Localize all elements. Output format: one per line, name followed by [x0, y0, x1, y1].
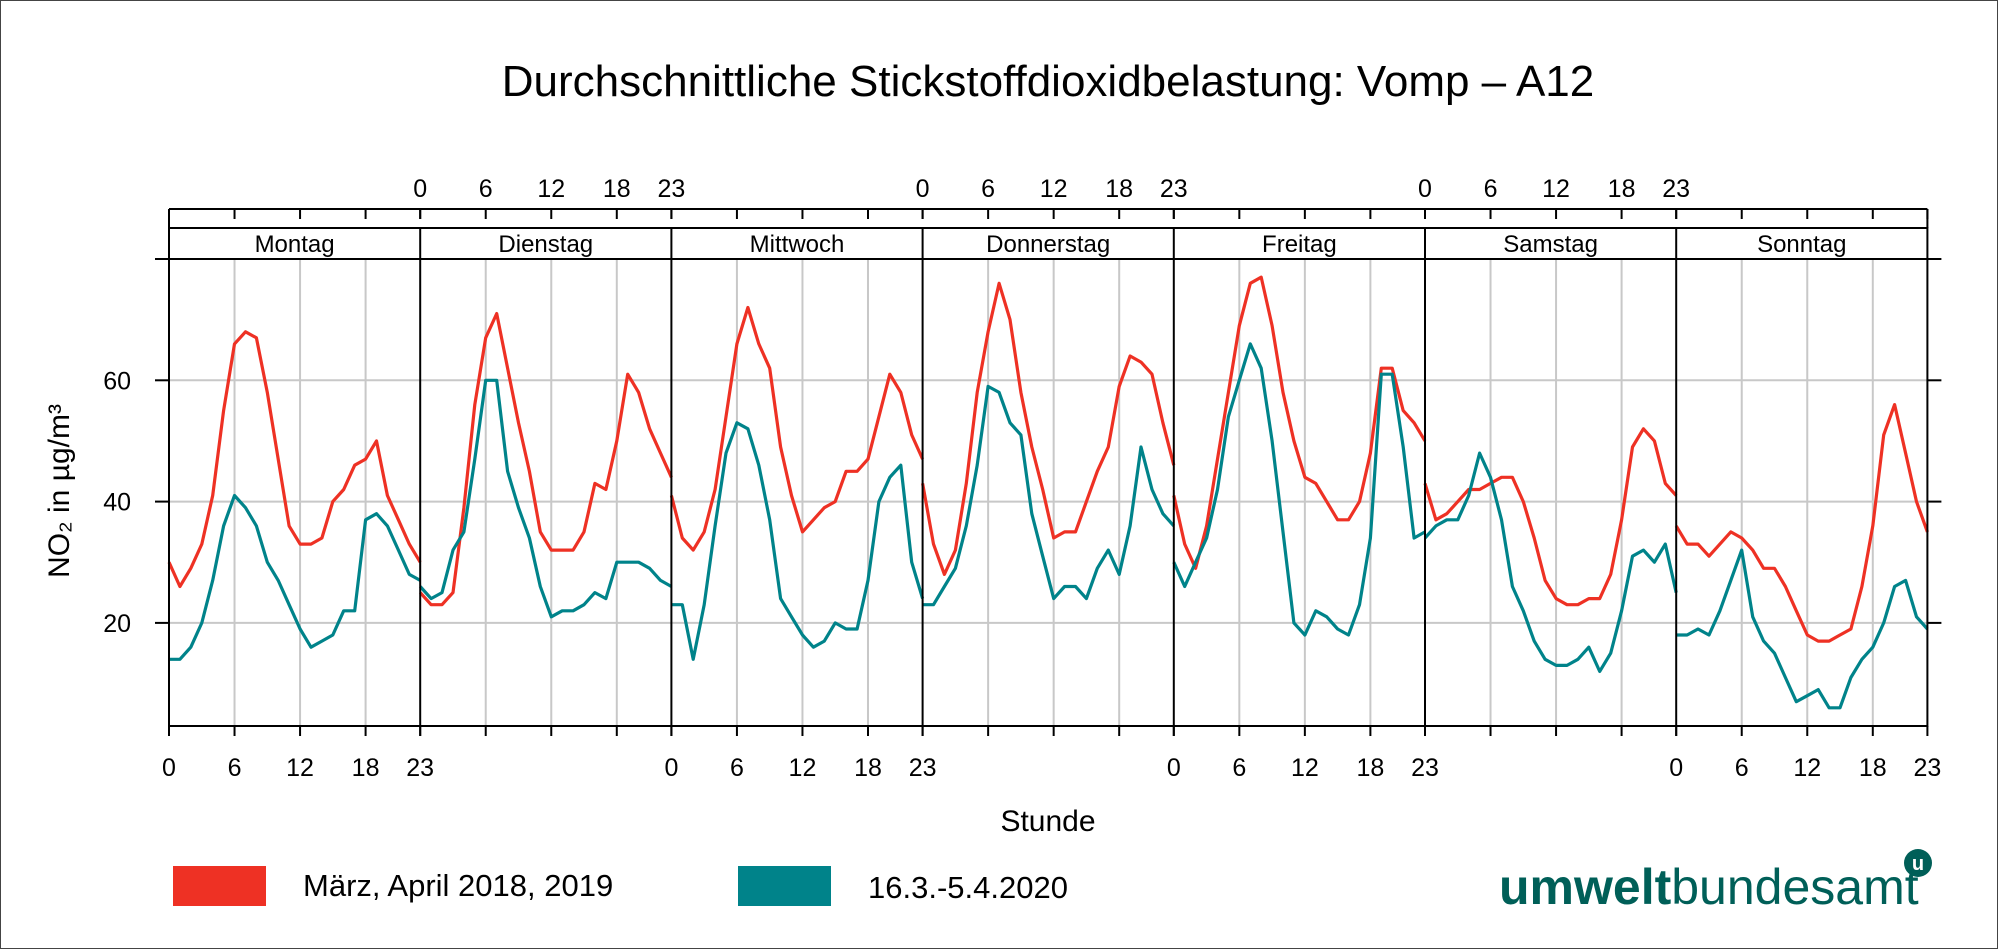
- series-lines: [167, 275, 1929, 710]
- panel-label-freitag: Freitag: [1262, 231, 1337, 258]
- tick-label-bottom: 18: [1859, 754, 1887, 782]
- panel-frame-outer: [168, 227, 1929, 727]
- series-line-m-rz-april-2018-2019-montag: [167, 330, 422, 589]
- tick-label-bottom: 12: [286, 754, 314, 782]
- tick-label-bottom: 12: [1291, 754, 1319, 782]
- tick-label-bottom: 18: [352, 754, 380, 782]
- tick-label-top: 23: [1662, 175, 1690, 203]
- tick-label-bottom: 0: [162, 754, 176, 782]
- series-line-m-rz-april-2018-2019-freitag: [1172, 275, 1427, 570]
- grid-lines: [169, 259, 1928, 726]
- tick-label-top: 12: [537, 175, 565, 203]
- logo-mark: u: [1912, 853, 1924, 875]
- panel-label-montag: Montag: [255, 231, 335, 258]
- tick-label-bottom: 0: [1167, 754, 1181, 782]
- panel-label-samstag: Samstag: [1503, 231, 1598, 258]
- series-line-m-rz-april-2018-2019-dienstag: [419, 312, 673, 607]
- tick-label-top: 0: [413, 175, 427, 203]
- logo-wordmark: umweltbundesamt: [1499, 859, 1919, 915]
- panel-label-donnerstag: Donnerstag: [986, 231, 1110, 258]
- legend-swatch-2018-2019: [173, 866, 266, 906]
- series-line-16-3-5-4-2020-montag: [169, 493, 421, 661]
- tick-label-top: 12: [1542, 175, 1570, 203]
- tick-label-bottom: 6: [1232, 754, 1246, 782]
- axis-ticks: 0 6 12 18 23 0 6 12 18 23 0 6 12 18 23 0 6 12 18 23 0 6 12 18 23…: [103, 175, 1942, 782]
- tick-label-bottom: 23: [1913, 754, 1941, 782]
- tick-label-bottom: 6: [228, 754, 242, 782]
- tick-label-bottom: 0: [1669, 754, 1683, 782]
- y-tick-label: 60: [103, 367, 131, 395]
- panel-label-sonntag: Sonntag: [1757, 231, 1846, 258]
- legend-label-2018-2019: März, April 2018, 2019: [303, 868, 613, 903]
- y-tick-label: 40: [103, 489, 131, 517]
- tick-label-top: 18: [1608, 175, 1636, 203]
- legend-swatch-2020: [738, 866, 831, 906]
- series-line-16-3-5-4-2020-sonntag: [1676, 548, 1929, 710]
- legend: März, April 2018, 2019 16.3.-5.4.2020: [173, 866, 1068, 906]
- y-axis-label: NO₂ in µg/m³: [43, 404, 76, 578]
- series-line-16-3-5-4-2020-donnerstag: [922, 384, 1175, 607]
- tick-label-bottom: 6: [730, 754, 744, 782]
- tick-label-top: 23: [1160, 175, 1188, 203]
- tick-label-top: 6: [479, 175, 493, 203]
- y-tick-label: 20: [103, 610, 131, 638]
- tick-label-top: 0: [1418, 175, 1432, 203]
- panel-strips: Montag Dienstag Mittwoch Donnerstag Freitag S…: [255, 231, 1847, 258]
- tick-label-top: 23: [657, 175, 685, 203]
- series-line-m-rz-april-2018-2019-samstag: [1423, 427, 1678, 607]
- tick-label-bottom: 23: [909, 754, 937, 782]
- series-line-16-3-5-4-2020-freitag: [1172, 342, 1426, 637]
- tick-label-top: 0: [916, 175, 930, 203]
- tick-label-bottom: 23: [406, 754, 434, 782]
- x-axis-label: Stunde: [1000, 805, 1095, 838]
- series-line-m-rz-april-2018-2019-donnerstag: [921, 281, 1176, 577]
- tick-label-top: 18: [1105, 175, 1133, 203]
- tick-label-bottom: 23: [1411, 754, 1439, 782]
- series-line-m-rz-april-2018-2019-mittwoch: [669, 305, 925, 552]
- tick-label-bottom: 6: [1735, 754, 1749, 782]
- tick-label-top: 18: [603, 175, 631, 203]
- tick-label-bottom: 12: [789, 754, 817, 782]
- panel-label-dienstag: Dienstag: [498, 231, 593, 258]
- tick-label-top: 6: [981, 175, 995, 203]
- tick-label-bottom: 12: [1793, 754, 1821, 782]
- tick-label-bottom: 18: [1356, 754, 1384, 782]
- tick-label-top: 12: [1040, 175, 1068, 203]
- tick-label-top: 6: [1484, 175, 1498, 203]
- chart-title: Durchschnittliche Stickstoffdioxidbelast…: [502, 57, 1594, 106]
- series-line-16-3-5-4-2020-samstag: [1423, 451, 1678, 674]
- tick-label-bottom: 0: [664, 754, 678, 782]
- panel-frames: [168, 227, 1929, 727]
- series-line-16-3-5-4-2020-dienstag: [419, 378, 673, 619]
- logo-mark-circle: [1904, 849, 1932, 877]
- logo-part-bundesamt: bundesamt: [1671, 859, 1918, 915]
- umweltbundesamt-logo: umweltbundesamt u: [1499, 849, 1932, 915]
- series-line-m-rz-april-2018-2019-sonntag: [1674, 403, 1929, 643]
- logo-part-umwelt: umwelt: [1499, 859, 1672, 915]
- tick-label-bottom: 18: [854, 754, 882, 782]
- panel-label-mittwoch: Mittwoch: [750, 231, 845, 258]
- series-line-16-3-5-4-2020-mittwoch: [671, 421, 925, 661]
- legend-label-2020: 16.3.-5.4.2020: [868, 870, 1068, 905]
